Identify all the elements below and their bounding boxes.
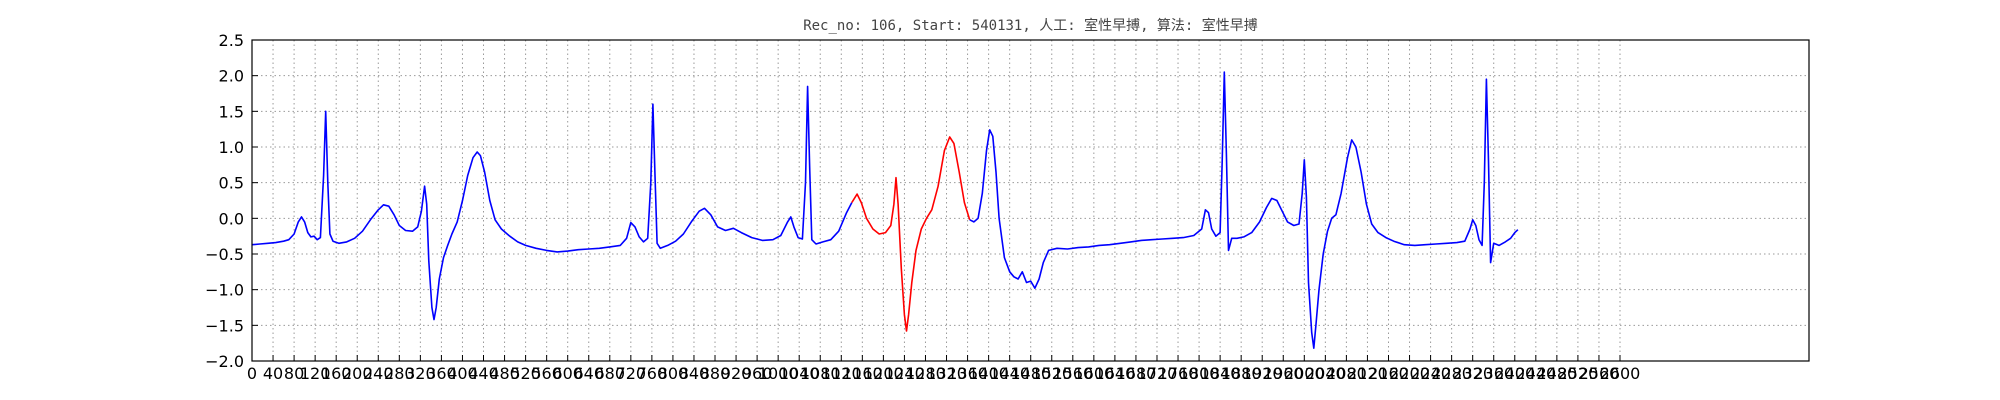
x-tick-label: 2240 xyxy=(1410,364,1451,383)
x-tick-label: 2400 xyxy=(1494,364,1535,383)
x-tick-label: 1040 xyxy=(779,364,820,383)
x-tick-label: 1120 xyxy=(821,364,862,383)
x-tick-label: 640 xyxy=(573,364,604,383)
x-tick-label: 960 xyxy=(742,364,773,383)
y-axis-ticks: −2.0 −1.5 −1.0 −0.5 0.0 0.5 1.0 1.5 2.0 2.5 xyxy=(205,31,258,371)
x-tick-label: 40 xyxy=(263,364,283,383)
x-tick-label: 1840 xyxy=(1200,364,1241,383)
x-tick-label: 880 xyxy=(700,364,731,383)
x-tick-label: 1000 xyxy=(758,364,799,383)
chart-title: Rec_no: 106, Start: 540131, 人工: 室性早搏, 算法… xyxy=(803,17,1258,34)
x-tick-label: 2600 xyxy=(1600,364,1641,383)
x-tick-label: 2200 xyxy=(1389,364,1430,383)
x-tick-label: 2160 xyxy=(1368,364,1409,383)
x-tick-label: 440 xyxy=(468,364,499,383)
y-tick-label: 1.5 xyxy=(219,102,244,121)
x-tick-label: 1480 xyxy=(1010,364,1051,383)
y-tick-label: 0.5 xyxy=(219,174,244,193)
x-tick-label: 2120 xyxy=(1347,364,1388,383)
x-tick-label: 2560 xyxy=(1579,364,1620,383)
x-tick-label: 1960 xyxy=(1263,364,1304,383)
x-tick-label: 840 xyxy=(679,364,710,383)
x-tick-label: 480 xyxy=(489,364,520,383)
x-tick-label: 560 xyxy=(531,364,562,383)
x-tick-label: 2440 xyxy=(1515,364,1556,383)
x-tick-label: 2080 xyxy=(1326,364,1367,383)
x-tick-label: 1240 xyxy=(884,364,925,383)
x-tick-label: 1760 xyxy=(1158,364,1199,383)
x-tick-label: 1800 xyxy=(1179,364,1220,383)
x-tick-label: 2320 xyxy=(1452,364,1493,383)
ecg-series-highlight xyxy=(851,136,971,332)
x-tick-label: 400 xyxy=(447,364,478,383)
ecg-series-line xyxy=(969,71,1519,349)
x-tick-label: 360 xyxy=(426,364,457,383)
grid xyxy=(252,40,1809,361)
y-tick-label: −1.0 xyxy=(205,281,244,300)
y-tick-label: 2.5 xyxy=(219,31,244,50)
x-tick-label: 720 xyxy=(616,364,647,383)
x-tick-label: 1680 xyxy=(1116,364,1157,383)
x-tick-label: 1640 xyxy=(1095,364,1136,383)
x-tick-label: 0 xyxy=(247,364,257,383)
x-axis-ticks: 0 40 8012016020024028032036040044048052056… xyxy=(247,355,1640,383)
x-tick-label: 1520 xyxy=(1031,364,1072,383)
x-tick-label: 2360 xyxy=(1473,364,1514,383)
x-tick-label: 1360 xyxy=(947,364,988,383)
x-tick-label: 160 xyxy=(321,364,352,383)
y-tick-label: 2.0 xyxy=(219,67,244,86)
x-tick-label: 1320 xyxy=(926,364,967,383)
x-tick-label: 1600 xyxy=(1073,364,1114,383)
x-tick-label: 600 xyxy=(552,364,583,383)
x-tick-label: 320 xyxy=(405,364,436,383)
x-tick-label: 200 xyxy=(342,364,373,383)
x-tick-label: 1400 xyxy=(968,364,1009,383)
x-tick-label: 2040 xyxy=(1305,364,1346,383)
ecg-series-line xyxy=(251,85,853,321)
x-tick-label: 280 xyxy=(384,364,415,383)
x-tick-label: 1440 xyxy=(989,364,1030,383)
axes-frame xyxy=(251,39,1810,362)
x-tick-label: 2520 xyxy=(1558,364,1599,383)
x-tick-label: 1080 xyxy=(800,364,841,383)
x-tick-label: 520 xyxy=(510,364,541,383)
x-tick-label: 1280 xyxy=(905,364,946,383)
y-tick-label: −2.0 xyxy=(205,352,244,371)
y-tick-label: 0.0 xyxy=(219,209,244,228)
x-tick-label: 680 xyxy=(595,364,626,383)
x-tick-label: 2000 xyxy=(1284,364,1325,383)
x-tick-label: 1880 xyxy=(1221,364,1262,383)
x-tick-label: 1720 xyxy=(1137,364,1178,383)
y-tick-label: −0.5 xyxy=(205,245,244,264)
x-tick-label: 800 xyxy=(658,364,689,383)
y-tick-label: −1.5 xyxy=(205,316,244,335)
y-tick-label: 1.0 xyxy=(219,138,244,157)
x-tick-label: 1160 xyxy=(842,364,883,383)
x-tick-label: 120 xyxy=(300,364,331,383)
ecg-trace xyxy=(251,71,1519,349)
x-tick-label: 920 xyxy=(721,364,752,383)
x-tick-label: 240 xyxy=(363,364,394,383)
x-tick-label: 2480 xyxy=(1537,364,1578,383)
x-tick-label: 1560 xyxy=(1052,364,1093,383)
x-tick-label: 1200 xyxy=(863,364,904,383)
x-tick-label: 760 xyxy=(637,364,668,383)
x-tick-label: 80 xyxy=(284,364,304,383)
x-tick-label: 2280 xyxy=(1431,364,1472,383)
x-tick-label: 1920 xyxy=(1242,364,1283,383)
